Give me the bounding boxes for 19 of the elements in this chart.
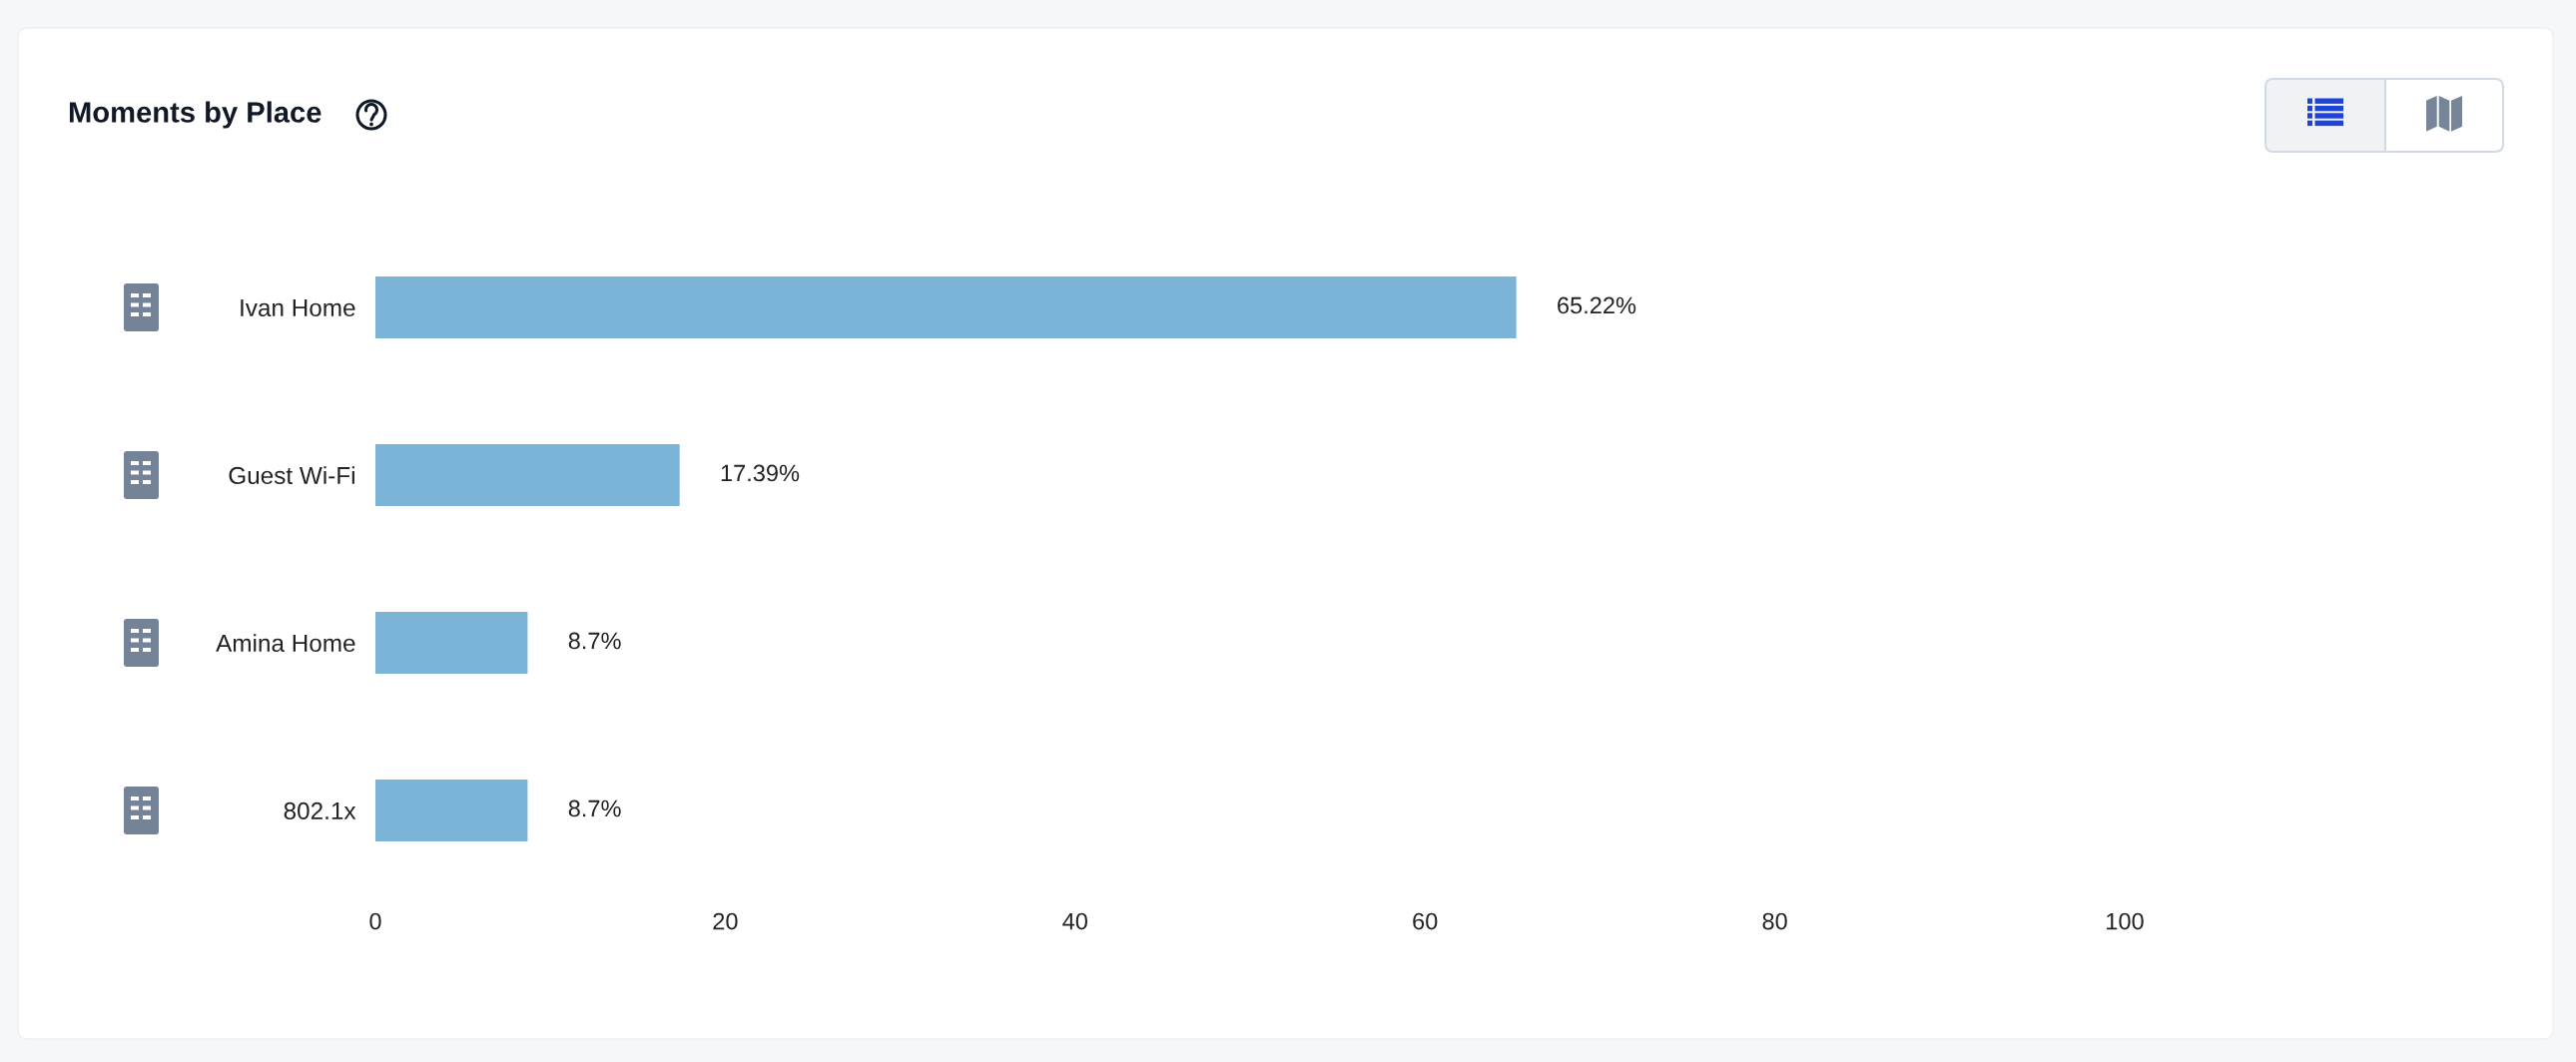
- x-tick-label: 100: [2107, 912, 2144, 930]
- x-tick-label: 80: [1762, 912, 1787, 930]
- bar: [375, 443, 680, 507]
- data-label: 8.7%: [568, 799, 621, 817]
- y-tick-label: Guest Wi-Fi: [229, 466, 354, 485]
- y-tick-label: Amina Home: [216, 634, 355, 653]
- bar: [375, 779, 528, 842]
- x-tick-label: 40: [1062, 912, 1088, 930]
- y-tick-label: Ivan Home: [241, 299, 355, 317]
- x-tick-label: 0: [369, 912, 381, 930]
- data-label: 65.22%: [1558, 296, 1636, 314]
- bar: [375, 611, 528, 675]
- x-tick-label: 20: [713, 912, 738, 930]
- data-label: 17.39%: [721, 464, 800, 482]
- bar: [375, 275, 1517, 339]
- x-tick-label: 60: [1413, 912, 1438, 930]
- data-label: 8.7%: [568, 632, 621, 650]
- y-tick-label: 802.1x: [284, 801, 356, 820]
- chart-title: Moments by Place: [69, 101, 322, 129]
